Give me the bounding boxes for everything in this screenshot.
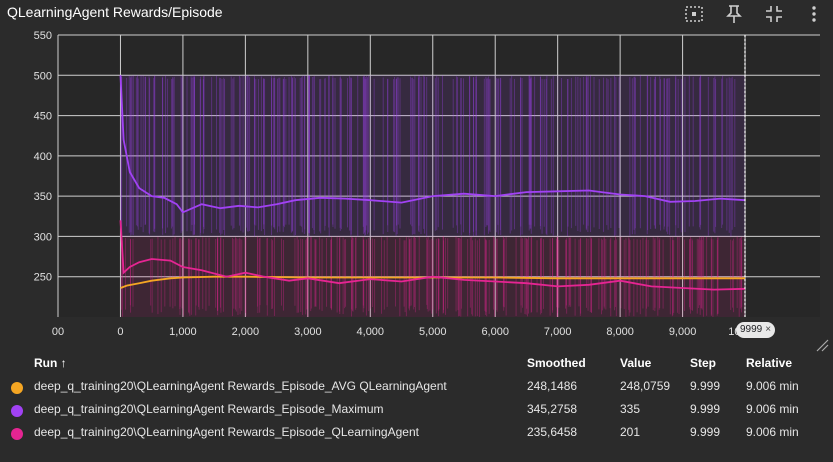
relative-time: 9.006 min [746,379,799,393]
fit-domain-icon[interactable] [683,3,705,25]
raw-value: 248,0759 [620,379,671,393]
raw-band-fill [120,75,745,237]
x-tick-label: 0 [117,326,123,338]
raw-spikes [120,75,736,237]
col-relative[interactable]: Relative [746,356,793,370]
x-tick-label: 2,000 [232,326,260,338]
close-icon[interactable]: × [765,324,772,335]
resize-handle-icon[interactable] [815,338,829,352]
step-value: 9.999 [690,402,721,416]
table-row[interactable]: deep_q_training20\QLearningAgent Rewards… [0,425,833,447]
plot-area [58,35,820,317]
col-run[interactable]: Run ↑ [34,356,67,370]
y-tick-label: 450 [34,111,52,123]
pin-icon[interactable] [723,3,745,25]
col-value[interactable]: Value [620,356,652,370]
more-vert-icon[interactable] [803,3,825,25]
y-tick-label: 300 [34,231,52,243]
y-tick-label: 400 [34,151,52,163]
grid-lines [57,34,820,317]
x-tick-label: 3,000 [294,326,322,338]
x-axis: 00 0 1,000 2,000 3,000 4,000 5,000 6,000 7,000 8,… [52,326,762,338]
card-header: QLearningAgent Rewards/Episode [0,0,833,30]
x-tick-label: 00 [52,326,64,338]
run-name: deep_q_training20\QLearningAgent Rewards… [34,402,384,416]
x-tick-label: 8,000 [606,326,634,338]
run-name: deep_q_training20\QLearningAgent Rewards… [34,425,419,439]
x-tick-label: 4,000 [357,326,385,338]
raw-value: 335 [620,402,641,416]
col-smoothed[interactable]: Smoothed [527,356,586,370]
step-badge-value: 9999 [740,324,763,335]
series-color-swatch [11,428,23,440]
y-tick-label: 550 [34,30,52,42]
table-row[interactable]: deep_q_training20\QLearningAgent Rewards… [0,379,833,401]
y-axis: 250 300 350 400 450 500 550 [34,30,52,284]
step-value: 9.999 [690,379,721,393]
series-line-1 [120,275,745,289]
col-step[interactable]: Step [690,356,717,370]
x-tick-label: 7,000 [544,326,572,338]
y-tick-label: 250 [34,272,52,284]
raw-value: 201 [620,425,641,439]
series-lines [119,75,746,291]
smoothed-value: 235,6458 [527,425,578,439]
x-tick-label: 9,000 [669,326,697,338]
y-tick-label: 500 [34,70,52,82]
relative-time: 9.006 min [746,402,799,416]
smoothed-value: 248,1486 [527,379,578,393]
x-tick-label: 1,000 [169,326,197,338]
series-color-swatch [11,405,23,417]
x-tick-label: 6,000 [481,326,509,338]
series-line-3 [119,220,746,291]
relative-time: 9.006 min [746,425,799,439]
collapse-icon[interactable] [763,3,785,25]
step-badge[interactable]: 9999 × [736,322,776,338]
x-tick-label: 5,000 [419,326,447,338]
table-row[interactable]: deep_q_training20\QLearningAgent Rewards… [0,402,833,424]
series-color-swatch [11,382,23,394]
chart-title: QLearningAgent Rewards/Episode [7,4,223,20]
series-line-2 [119,75,746,214]
smoothed-value: 345,2758 [527,402,578,416]
y-tick-label: 350 [34,191,52,203]
step-value: 9.999 [690,425,721,439]
table-header: Run ↑ Smoothed Value Step Relative [0,356,833,378]
run-name: deep_q_training20\QLearningAgent Rewards… [34,379,447,393]
